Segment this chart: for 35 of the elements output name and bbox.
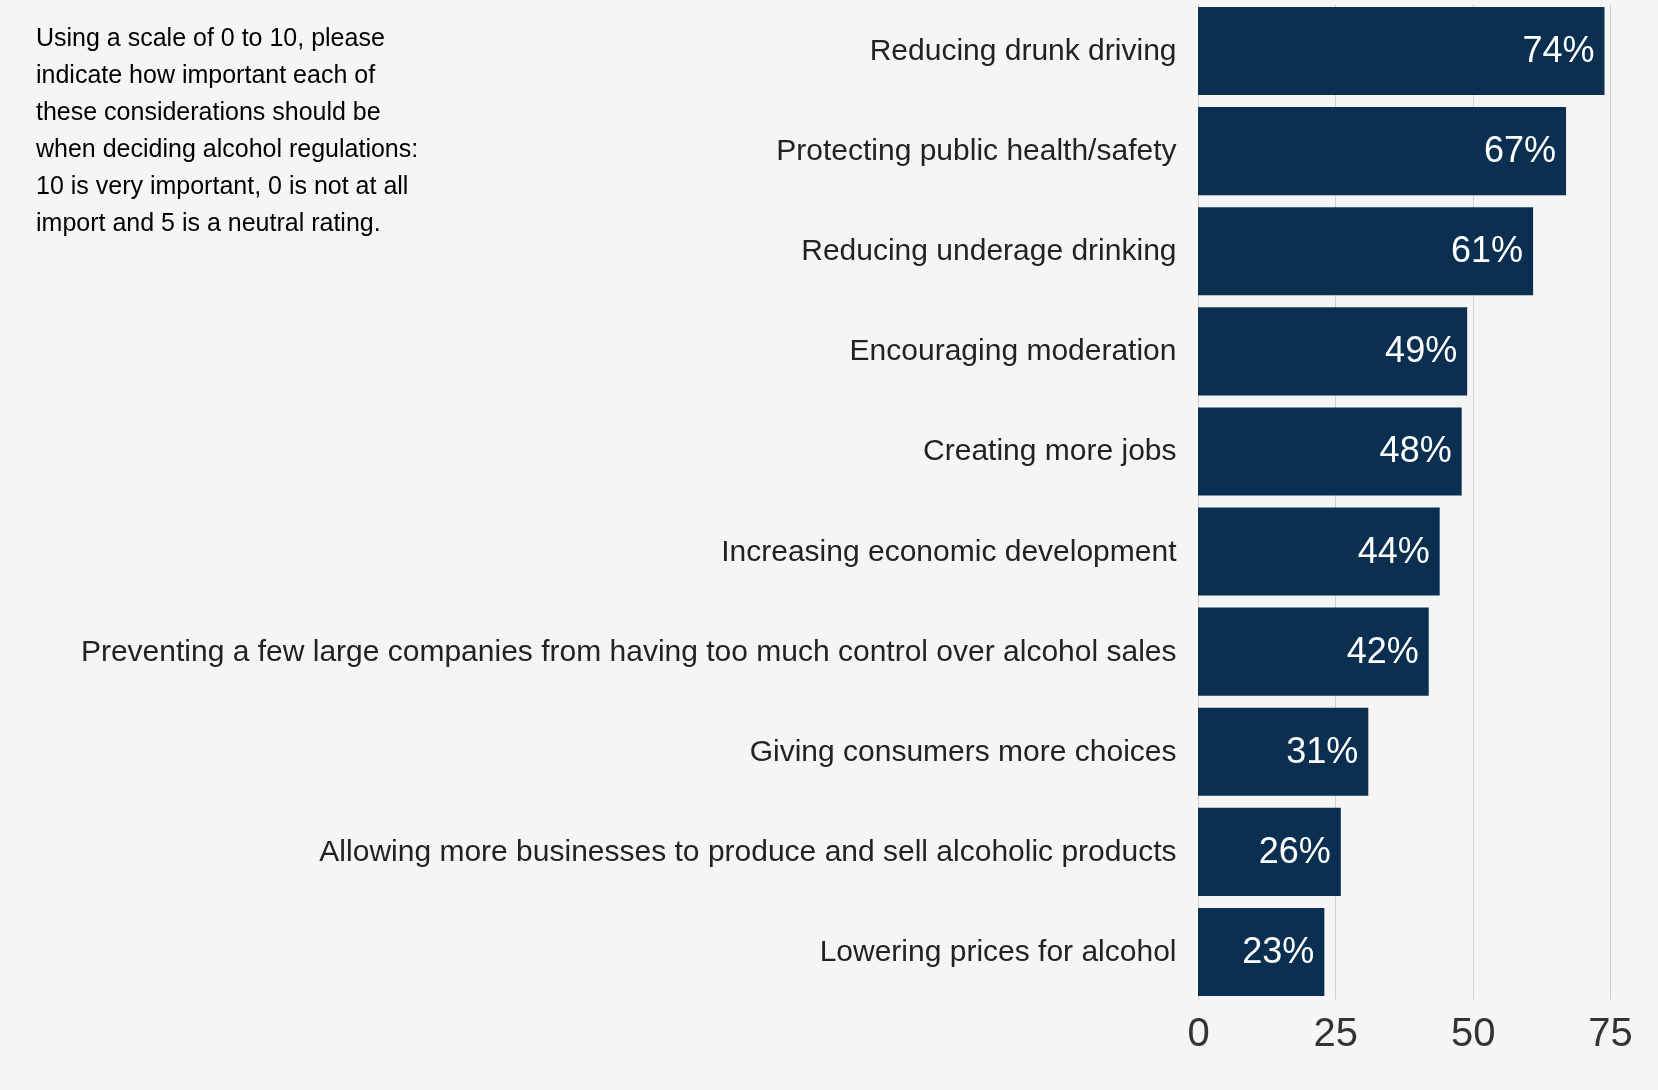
data-label: 31% [1286, 729, 1359, 771]
data-label: 42% [1346, 629, 1419, 671]
x-tick-label: 75 [1588, 1009, 1633, 1054]
bar [1198, 407, 1462, 496]
y-tick-label: Giving consumers more choices [749, 733, 1177, 767]
x-tick-label: 25 [1313, 1009, 1359, 1054]
data-label: 67% [1483, 129, 1557, 171]
x-tick-label: 50 [1450, 1009, 1496, 1054]
data-label: 74% [1522, 29, 1595, 71]
bar [1198, 707, 1369, 796]
y-tick-label: Creating more jobs [923, 433, 1177, 467]
bar [1198, 7, 1605, 96]
data-label: 61% [1451, 229, 1524, 271]
text: Using a scale of 0 to 10, please indicate how important each of these considerations should be when deciding alcohol regulations: 10 is very important, 0 is not at all import and 5 is a neutral rating. [35, 23, 419, 236]
data-label: 48% [1379, 429, 1452, 471]
data-label: 49% [1385, 329, 1458, 371]
y-tick-label: Reducing drunk driving [869, 33, 1177, 67]
data-label: 44% [1357, 529, 1430, 571]
y-tick-label: Lowering prices for alcohol [819, 933, 1177, 967]
bar [1198, 107, 1567, 196]
y-tick-label: Allowing more businesses to produce and sell alcoholic products [319, 833, 1177, 867]
bar [1198, 307, 1468, 396]
bar [1198, 507, 1440, 596]
data-label: 23% [1242, 929, 1315, 971]
x-tick-label: 0 [1187, 1009, 1210, 1054]
y-tick-label: Encouraging moderation [849, 333, 1177, 367]
bar [1198, 207, 1534, 296]
y-tick-label: Increasing economic development [721, 533, 1178, 567]
y-tick-label: Protecting public health/safety [776, 133, 1177, 167]
bar [1198, 607, 1429, 696]
data-label: 26% [1258, 829, 1331, 871]
bar [1198, 807, 1341, 896]
bar [1198, 907, 1325, 996]
y-tick-label: Reducing underage drinking [801, 233, 1177, 267]
y-tick-label: Preventing a few large companies from having too much control over alcohol sales [80, 633, 1177, 667]
